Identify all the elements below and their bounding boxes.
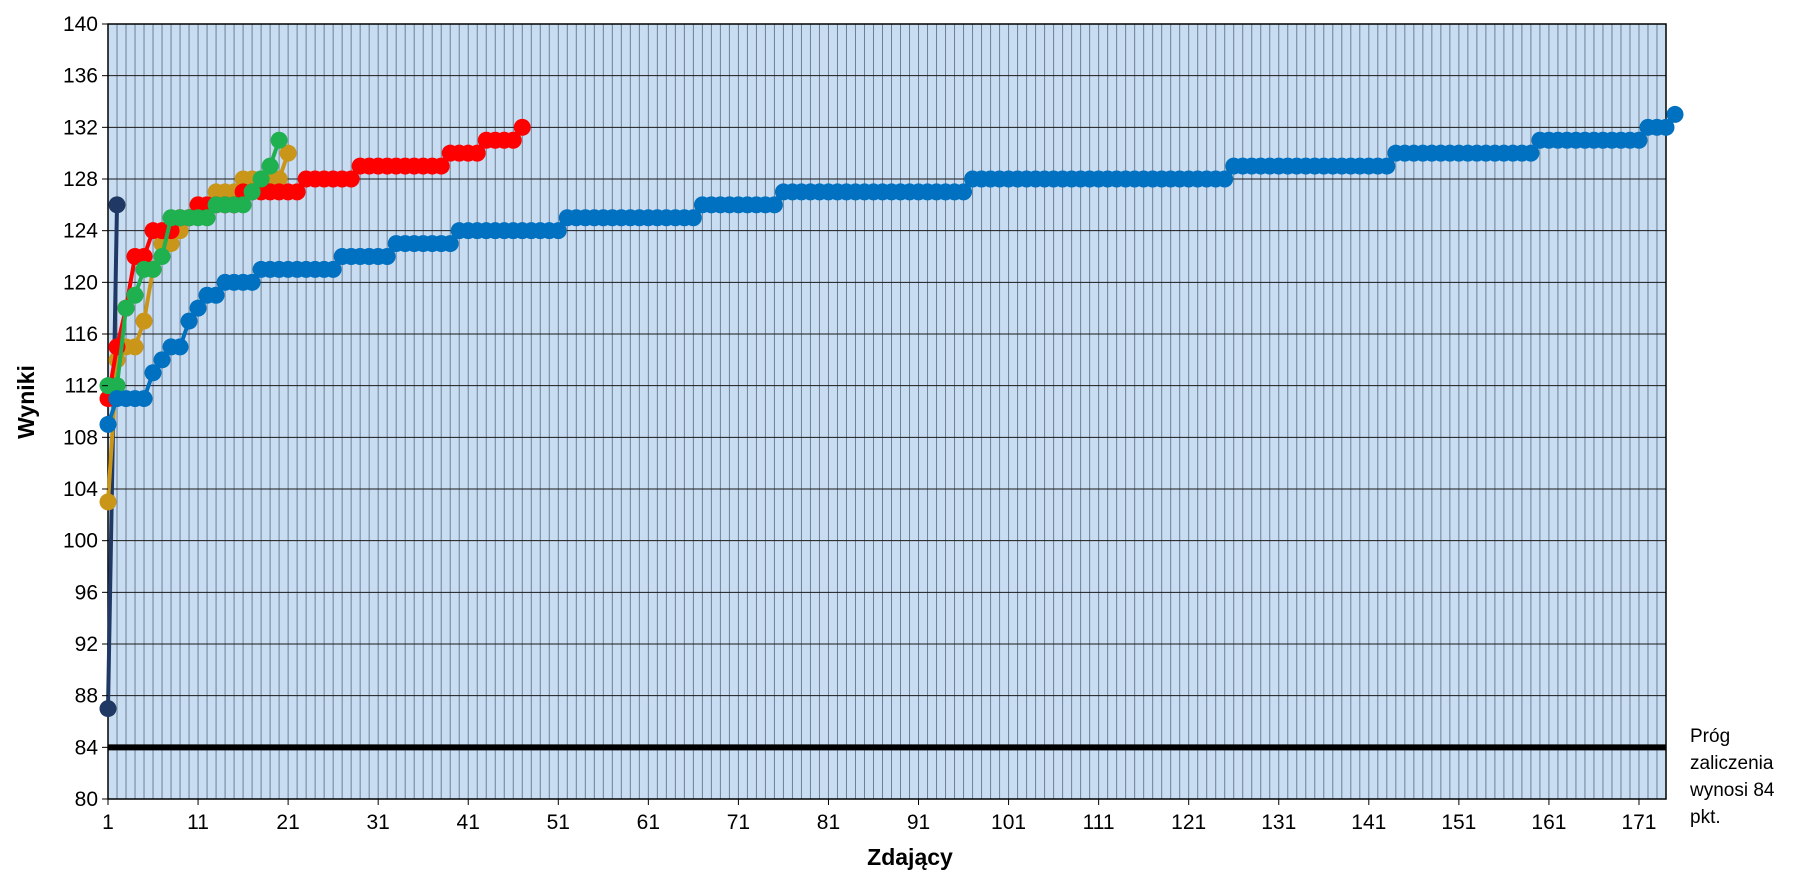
- data-point: [108, 377, 126, 395]
- threshold-label-line: Próg: [1690, 726, 1730, 747]
- data-point: [135, 312, 153, 330]
- y-tick-label: 136: [63, 65, 98, 88]
- data-point: [1216, 170, 1234, 188]
- y-tick-label: 112: [65, 375, 98, 398]
- x-tick-label: 21: [276, 811, 299, 834]
- x-tick-label: 31: [366, 811, 389, 834]
- data-point: [189, 299, 207, 317]
- plot-frame: [107, 23, 1667, 800]
- data-point: [243, 273, 261, 291]
- x-tick-label: 41: [457, 811, 480, 834]
- y-tick-label: 88: [75, 685, 98, 708]
- plot-border: [107, 23, 1667, 800]
- x-tick-label: 111: [1083, 811, 1115, 834]
- data-point: [144, 260, 162, 278]
- data-point: [270, 170, 288, 188]
- data-point: [1657, 118, 1675, 136]
- y-tick-label: 92: [75, 633, 98, 656]
- data-point: [288, 183, 306, 201]
- data-point: [252, 170, 270, 188]
- threshold-label-line: pkt.: [1690, 807, 1721, 828]
- x-tick-label: 171: [1621, 811, 1656, 834]
- y-tick-label: 140: [63, 13, 98, 36]
- x-tick-label: 131: [1261, 811, 1296, 834]
- x-tick-label: 11: [187, 811, 209, 834]
- data-point: [1666, 105, 1684, 123]
- y-tick-label: 128: [63, 168, 98, 191]
- data-point: [126, 338, 144, 356]
- data-point: [180, 312, 198, 330]
- x-tick-label: 71: [727, 811, 750, 834]
- y-tick-label: 120: [63, 271, 98, 294]
- series-layer: [99, 105, 1684, 718]
- data-point: [1630, 131, 1648, 149]
- data-point: [1378, 157, 1396, 175]
- data-point: [234, 196, 252, 214]
- data-point: [99, 415, 117, 433]
- data-point: [513, 118, 531, 136]
- x-tick-label: 121: [1171, 811, 1206, 834]
- data-point: [153, 351, 171, 369]
- data-point: [207, 286, 225, 304]
- y-tick-label: 84: [75, 736, 99, 759]
- x-axis-ticks: 1 11 21 31 41 51 61 71 81 91 101 111 121 131 141 151 161…: [102, 799, 1657, 834]
- x-tick-label: 91: [907, 811, 930, 834]
- data-point: [243, 183, 261, 201]
- data-point: [441, 235, 459, 253]
- data-point: [765, 196, 783, 214]
- y-axis-title: Wyniki: [13, 365, 39, 439]
- data-point: [324, 260, 342, 278]
- y-tick-label: 100: [63, 530, 98, 553]
- data-point: [117, 299, 135, 317]
- data-point: [99, 700, 117, 718]
- x-tick-label: 141: [1351, 811, 1386, 834]
- y-tick-label: 108: [63, 426, 98, 449]
- threshold-label-line: zaliczenia: [1690, 753, 1774, 774]
- data-point: [549, 222, 567, 240]
- x-tick-label: 151: [1441, 811, 1476, 834]
- data-point: [135, 390, 153, 408]
- x-tick-label: 1: [102, 811, 114, 834]
- x-tick-label: 51: [547, 811, 570, 834]
- threshold-label-line: wynosi 84: [1689, 780, 1775, 801]
- data-point: [279, 144, 297, 162]
- data-point: [144, 364, 162, 382]
- y-tick-label: 96: [75, 581, 98, 604]
- x-tick-label: 81: [817, 811, 840, 834]
- y-tick-label: 132: [63, 116, 98, 139]
- data-point: [99, 493, 117, 511]
- series-3: [99, 131, 288, 395]
- data-point: [171, 338, 189, 356]
- data-point: [108, 196, 126, 214]
- data-point: [1522, 144, 1540, 162]
- y-tick-label: 80: [75, 788, 98, 811]
- data-point: [378, 248, 396, 265]
- data-point: [198, 209, 216, 227]
- data-point: [955, 183, 973, 201]
- data-point: [684, 209, 702, 227]
- y-tick-label: 104: [63, 478, 98, 501]
- data-point: [135, 248, 153, 265]
- data-point: [432, 157, 450, 175]
- data-point: [261, 157, 279, 175]
- data-point: [153, 248, 171, 265]
- x-axis-title: Zdający: [867, 844, 953, 870]
- x-tick-label: 61: [637, 811, 660, 834]
- data-point: [468, 144, 486, 162]
- x-tick-label: 161: [1531, 811, 1566, 834]
- y-axis-ticks: 80 84 88 92 96 100 104 108 112 116 120 124 128 132 136…: [63, 13, 108, 811]
- y-tick-label: 124: [63, 220, 98, 243]
- data-point: [126, 286, 144, 304]
- data-point: [270, 131, 288, 149]
- y-tick-label: 116: [65, 323, 98, 346]
- data-point: [504, 131, 522, 149]
- series-4: [99, 105, 1684, 433]
- x-tick-label: 101: [991, 811, 1026, 834]
- data-point: [342, 170, 360, 188]
- threshold-label: Próg zaliczenia wynosi 84 pkt.: [1689, 726, 1780, 828]
